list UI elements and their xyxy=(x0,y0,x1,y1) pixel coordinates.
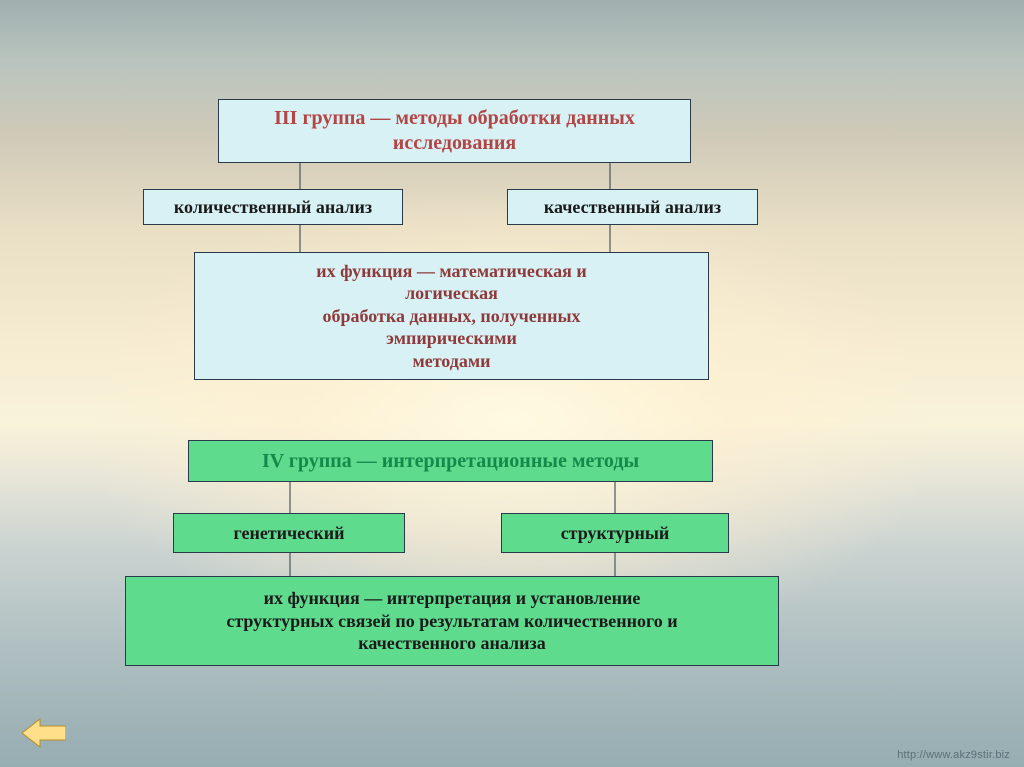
group3-footer-line4: эмпирическими xyxy=(386,327,517,350)
group3-footer-line3: обработка данных, полученных xyxy=(322,305,580,328)
group3-footer-line5: методами xyxy=(412,350,490,373)
group3-footer-line2: логическая xyxy=(405,282,498,305)
group4-footer-line2: структурных связей по результатам количе… xyxy=(226,610,677,633)
group3-left-child-label: количественный анализ xyxy=(174,196,372,219)
arrow-left-icon xyxy=(22,717,66,749)
group4-footer: их функция — интерпретация и установлени… xyxy=(125,576,779,666)
group4-left-child: генетический xyxy=(173,513,405,553)
group3-right-child: качественный анализ xyxy=(507,189,758,225)
group3-footer-line1: их функция — математическая и xyxy=(316,260,587,283)
diagram-stage: III группа — методы обработки данных исс… xyxy=(0,0,1024,767)
group4-left-child-label: генетический xyxy=(234,522,345,545)
group3-header: III группа — методы обработки данных исс… xyxy=(218,99,691,163)
group3-header-line1: III группа — методы обработки данных xyxy=(274,106,635,131)
group3-footer: их функция — математическая и логическая… xyxy=(194,252,709,380)
group4-right-child: структурный xyxy=(501,513,729,553)
watermark-text: http://www.akz9stir.biz xyxy=(897,749,1010,761)
group3-left-child: количественный анализ xyxy=(143,189,403,225)
group4-right-child-label: структурный xyxy=(561,522,670,545)
group4-footer-line1: их функция — интерпретация и установлени… xyxy=(264,587,641,610)
previous-slide-button[interactable] xyxy=(22,717,66,749)
group4-footer-line3: качественного анализа xyxy=(358,632,545,655)
group3-header-line2: исследования xyxy=(393,131,516,156)
group3-right-child-label: качественный анализ xyxy=(544,196,721,219)
group4-header: IV группа — интерпретационные методы xyxy=(188,440,713,482)
group4-header-text: IV группа — интерпретационные методы xyxy=(262,449,639,474)
